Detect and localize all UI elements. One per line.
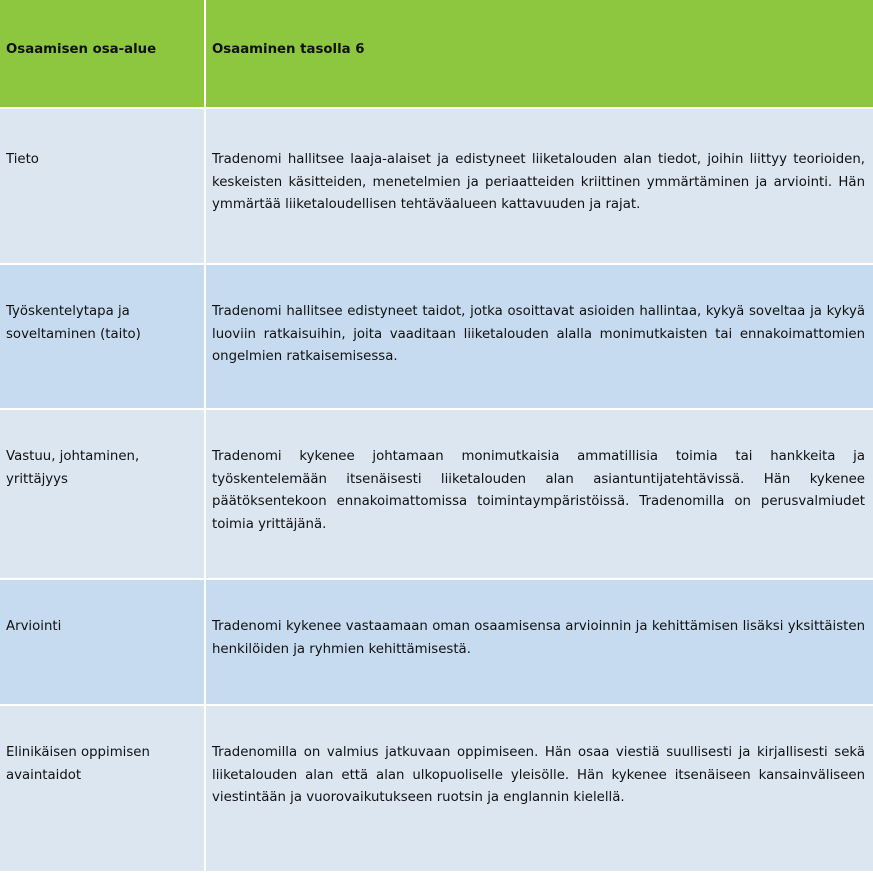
row-description: Tradenomi kykenee vastaamaan oman osaami… bbox=[206, 580, 873, 704]
row-area: Arviointi bbox=[0, 580, 204, 704]
header-area: Osaamisen osa-alue bbox=[0, 0, 204, 107]
row-area: Työskentelytapa ja soveltaminen (taito) bbox=[0, 265, 204, 408]
row-description: Tradenomi hallitsee edistyneet taidot, j… bbox=[206, 265, 873, 408]
table-row: Elinikäisen oppimisen avaintaidot Traden… bbox=[0, 706, 873, 871]
row-area: Vastuu, johtaminen, yrittäjyys bbox=[0, 410, 204, 578]
table-header-row: Osaamisen osa-alue Osaaminen tasolla 6 bbox=[0, 0, 873, 107]
row-area: Tieto bbox=[0, 109, 204, 263]
header-level: Osaaminen tasolla 6 bbox=[206, 0, 873, 107]
table-row: Vastuu, johtaminen, yrittäjyys Tradenomi… bbox=[0, 410, 873, 578]
table-row: Työskentelytapa ja soveltaminen (taito) … bbox=[0, 265, 873, 408]
row-description: Tradenomi hallitsee laaja-alaiset ja edi… bbox=[206, 109, 873, 263]
row-area: Elinikäisen oppimisen avaintaidot bbox=[0, 706, 204, 871]
row-description: Tradenomilla on valmius jatkuvaan oppimi… bbox=[206, 706, 873, 871]
table-row: Arviointi Tradenomi kykenee vastaamaan o… bbox=[0, 580, 873, 704]
row-description: Tradenomi kykenee johtamaan monimutkaisi… bbox=[206, 410, 873, 578]
table-row: Tieto Tradenomi hallitsee laaja-alaiset … bbox=[0, 109, 873, 263]
